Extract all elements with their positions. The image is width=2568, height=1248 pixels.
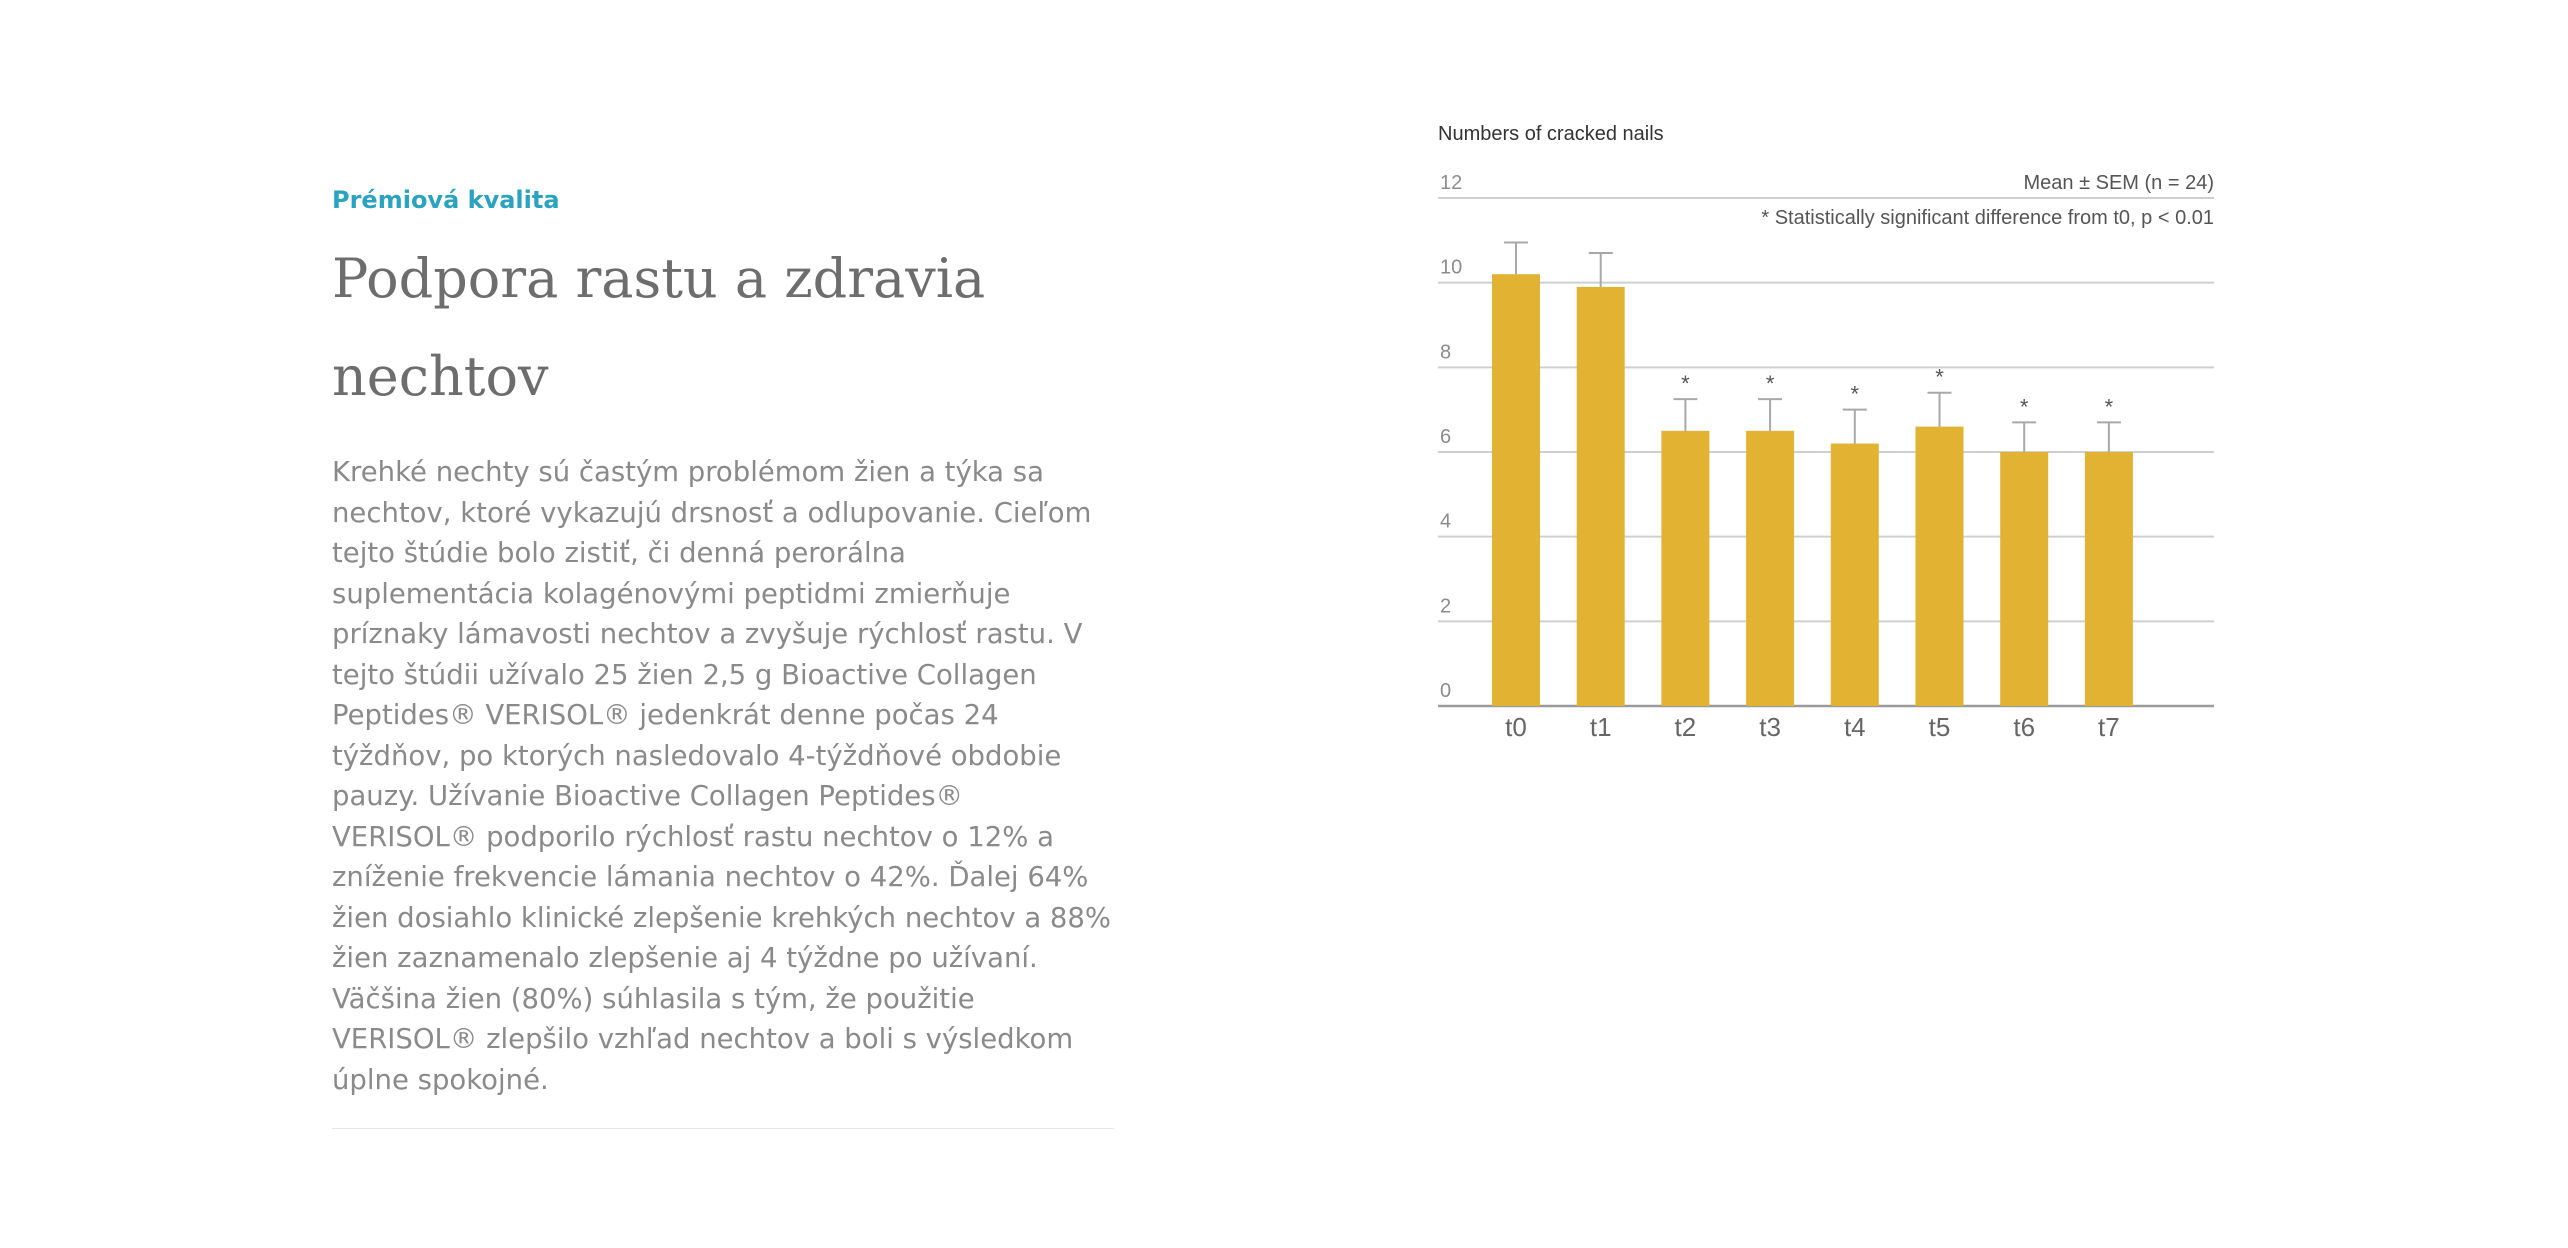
x-tick-label: t6 [2013, 712, 2035, 742]
cracked-nails-chart: Numbers of cracked nails Mean ± SEM (n =… [1400, 100, 2220, 780]
chart-svg: Numbers of cracked nails Mean ± SEM (n =… [1438, 123, 2215, 742]
x-tick-label: t0 [1505, 712, 1527, 742]
significance-marker: * [1681, 371, 1690, 396]
chart-annotation-mean-sem: Mean ± SEM (n = 24) [2024, 172, 2215, 194]
bar-t5 [1915, 426, 1964, 706]
y-tick-label: 10 [1440, 257, 1462, 279]
section-title: Podpora rastu a zdravia nechtov [332, 247, 986, 408]
x-tick-label: t2 [1675, 712, 1697, 742]
y-tick-label: 12 [1440, 172, 1462, 194]
bar-t6 [2000, 452, 2049, 706]
article-body: Krehké nechty sú častým problémom žien a… [332, 456, 1112, 1096]
x-tick-label: t1 [1590, 712, 1612, 742]
x-tick-label: t4 [1844, 712, 1866, 742]
y-tick-label: 8 [1440, 341, 1451, 363]
bar-t7 [2084, 452, 2133, 706]
eyebrow-label: Prémiová kvalita [332, 186, 560, 214]
significance-marker: * [2020, 394, 2029, 419]
significance-marker: * [2105, 394, 2114, 419]
x-tick-label: t5 [1929, 712, 1951, 742]
bar-t1 [1576, 286, 1625, 706]
bar-t4 [1830, 443, 1879, 706]
significance-marker: * [1851, 382, 1860, 407]
y-tick-label: 0 [1440, 680, 1451, 702]
divider [332, 1128, 1114, 1129]
y-tick-label: 4 [1440, 511, 1451, 533]
bar-t0 [1492, 274, 1540, 706]
y-tick-label: 6 [1440, 426, 1451, 448]
x-tick-label: t7 [2098, 712, 2120, 742]
significance-marker: * [1935, 365, 1944, 390]
chart-title: Numbers of cracked nails [1438, 123, 1664, 145]
chart-annotation-significance: * Statistically significant difference f… [1761, 207, 2214, 229]
article-section: Prémiová kvalita Podpora rastu a zdravia… [332, 176, 1114, 1129]
bar-t3 [1746, 430, 1795, 706]
significance-marker: * [1766, 371, 1775, 396]
y-tick-label: 2 [1440, 595, 1451, 617]
x-tick-label: t3 [1759, 712, 1781, 742]
bar-t2 [1661, 430, 1710, 706]
